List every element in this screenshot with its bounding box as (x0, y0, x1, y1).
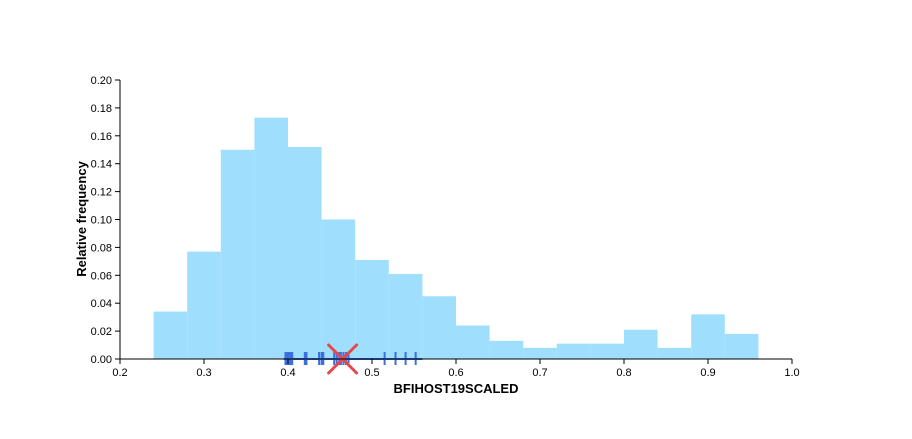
histogram-bars (153, 117, 759, 359)
x-tick-label-7: 0.9 (700, 367, 715, 379)
histogram-bar-9 (456, 325, 490, 359)
histogram-bar-10 (489, 340, 524, 359)
x-axis: 0.2 0.3 0.4 0.5 0.6 0.7 0.8 0.9 1.0 (112, 358, 800, 379)
histogram-bar-2 (220, 149, 255, 359)
x-tick-label-0: 0.2 (112, 367, 127, 379)
histogram-bar-15 (657, 347, 692, 359)
histogram-bar-16 (691, 314, 725, 359)
x-tick-label-2: 0.4 (280, 367, 295, 379)
x-tick-label-8: 1.0 (784, 367, 799, 379)
histogram-bar-8 (422, 296, 456, 359)
y-tick-label-8: 0.16 (91, 131, 112, 143)
y-tick-label-1: 0.02 (91, 326, 112, 338)
y-tick-label-6: 0.12 (91, 187, 112, 199)
histogram-bar-14 (624, 329, 658, 359)
x-axis-title: BFIHOST19SCALED (394, 381, 519, 396)
y-tick-label-0: 0.00 (91, 354, 112, 366)
histogram-bar-7 (388, 273, 423, 359)
histogram-bar-4 (288, 146, 322, 359)
histogram-bar-12 (556, 343, 591, 359)
y-tick-label-9: 0.18 (91, 103, 112, 115)
histogram-bar-3 (254, 117, 288, 359)
x-tick-label-1: 0.3 (196, 367, 211, 379)
histogram-bar-1 (187, 251, 221, 359)
y-tick-label-10: 0.20 (91, 75, 112, 87)
y-tick-label-3: 0.06 (91, 270, 112, 282)
histogram-bar-5 (321, 219, 356, 359)
y-axis: 0.00 0.02 0.04 0.06 0.08 0.10 0.12 0.14 0.16 0.18… (91, 75, 121, 366)
x-tick-label-6: 0.8 (616, 367, 631, 379)
x-tick-label-4: 0.6 (448, 367, 463, 379)
y-axis-title: Relative frequency (74, 160, 89, 276)
histogram-bar-11 (523, 347, 557, 359)
x-tick-label-5: 0.7 (532, 367, 547, 379)
histogram-bar-6 (355, 259, 389, 359)
y-tick-label-7: 0.14 (91, 159, 112, 171)
histogram-bar-0 (153, 311, 188, 359)
histogram-bar-17 (724, 333, 759, 359)
y-tick-label-5: 0.10 (91, 215, 112, 227)
x-tick-label-3: 0.5 (364, 367, 379, 379)
histogram-bar-13 (590, 343, 624, 359)
y-tick-label-2: 0.04 (91, 298, 112, 310)
y-tick-label-4: 0.08 (91, 242, 112, 254)
